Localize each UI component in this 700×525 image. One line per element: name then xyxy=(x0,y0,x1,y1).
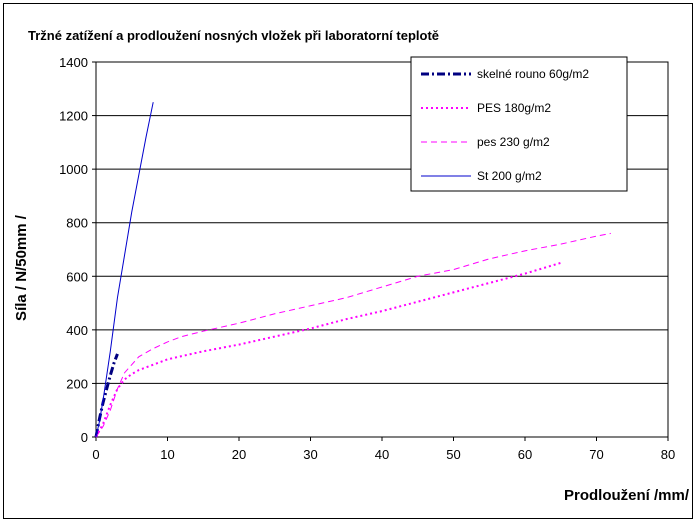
legend-box xyxy=(410,56,628,192)
y-tick-label: 0 xyxy=(81,430,88,445)
series-lines xyxy=(94,102,611,438)
x-axis-label: Prodloužení /mm/ xyxy=(564,487,690,504)
y-tick-label: 600 xyxy=(66,269,88,284)
chart-title: Tržné zatížení a prodloužení nosných vlo… xyxy=(28,28,439,43)
legend-label-0: skelné rouno 60g/m2 xyxy=(477,67,589,81)
y-tick-label: 1400 xyxy=(59,55,88,70)
x-tick-label: 70 xyxy=(589,447,603,462)
x-tick-label: 10 xyxy=(160,447,174,462)
legend-label-2: pes 230 g/m2 xyxy=(477,135,550,149)
y-tick-label: 800 xyxy=(66,216,88,231)
legend-label-3: St 200 g/m2 xyxy=(477,169,542,183)
x-tick-label: 30 xyxy=(303,447,317,462)
x-tick-label: 40 xyxy=(375,447,389,462)
axes xyxy=(92,61,669,441)
series-line-2 xyxy=(95,232,611,438)
legend: skelné rouno 60g/m2 PES 180g/m2 pes 230 g/… xyxy=(410,56,628,192)
y-axis-label: Síla / N/50mm / xyxy=(13,214,30,321)
tick-labels: 0 200 400 600 800 1000 1200 1400 0 10 20 30 40 50 60 70… xyxy=(59,55,675,462)
x-tick-label: 80 xyxy=(661,447,675,462)
x-tick-label: 60 xyxy=(518,447,532,462)
series-line-3 xyxy=(95,102,154,438)
legend-label-1: PES 180g/m2 xyxy=(477,101,551,115)
x-tick-label: 20 xyxy=(232,447,246,462)
y-tick-label: 400 xyxy=(66,323,88,338)
x-tick-label: 50 xyxy=(446,447,460,462)
x-tick-label: 0 xyxy=(92,447,99,462)
y-tick-label: 200 xyxy=(66,376,88,391)
y-tick-label: 1000 xyxy=(59,162,88,177)
y-tick-label: 1200 xyxy=(59,109,88,124)
